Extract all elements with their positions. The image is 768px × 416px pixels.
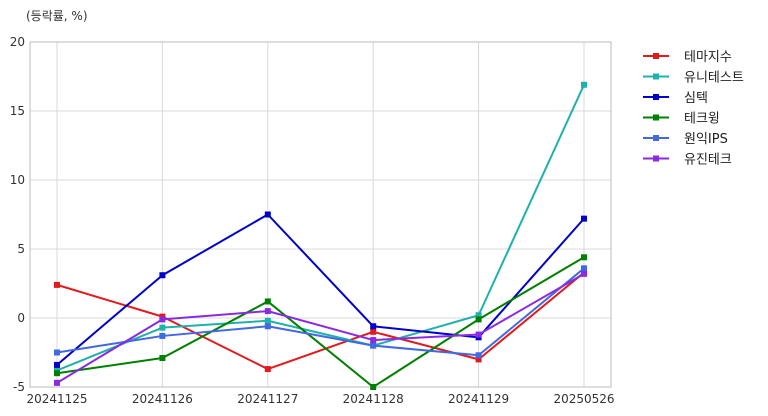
x-tick-label: 20241126 — [132, 392, 193, 406]
legend-label: 심텍 — [684, 91, 708, 106]
y-tick-label: 10 — [10, 173, 25, 187]
data-point — [475, 356, 482, 363]
data-point — [581, 81, 587, 88]
data-point — [264, 298, 271, 305]
x-tick-label: 20241125 — [26, 392, 87, 406]
data-point — [475, 331, 482, 338]
legend-item: 심텍 — [643, 91, 708, 106]
legend-label: 유진테크 — [684, 153, 732, 168]
x-axis: 20241125 20241126 20241127 20241128 20241129… — [26, 392, 614, 406]
legend-label: 유니테스트 — [684, 71, 744, 86]
data-point — [54, 379, 60, 386]
data-point — [475, 312, 482, 319]
series-6 — [54, 270, 587, 386]
data-point — [475, 352, 482, 359]
y-axis: -5 0 5 10 15 20 — [10, 35, 25, 394]
data-point — [159, 355, 166, 362]
y-tick-label: -5 — [13, 380, 25, 394]
legend-swatch-marker — [653, 114, 659, 121]
data-point — [370, 384, 377, 390]
series-4 — [54, 254, 587, 390]
data-point — [264, 211, 271, 218]
data-point — [475, 316, 482, 323]
data-point — [159, 316, 166, 323]
unit-label: (등락률, %) — [26, 9, 88, 23]
legend-label: 테마지수 — [684, 50, 732, 65]
series-line — [56, 256, 585, 388]
data-point — [264, 366, 271, 373]
series-5 — [54, 265, 587, 359]
legend-label: 테크윙 — [684, 111, 720, 127]
legend-item: 원익IPS — [643, 132, 728, 147]
data-point — [159, 324, 166, 331]
data-point — [54, 370, 60, 377]
plot-frame — [29, 41, 612, 388]
series-line — [56, 213, 585, 366]
series-line — [56, 84, 585, 372]
legend-swatch-marker — [653, 135, 659, 141]
data-point — [54, 349, 60, 356]
data-point — [370, 342, 377, 349]
legend-swatch-marker — [653, 53, 659, 59]
legend-item: 유니테스트 — [643, 71, 744, 86]
y-tick-label: 5 — [17, 242, 25, 256]
data-point — [264, 308, 271, 315]
legend-swatch-marker — [653, 94, 659, 100]
data-point — [581, 215, 587, 222]
series-line — [56, 271, 585, 371]
data-point — [264, 323, 271, 330]
data-point — [159, 272, 166, 279]
data-point — [581, 254, 587, 261]
data-point — [159, 332, 166, 339]
data-point — [264, 317, 271, 324]
legend-item: 테크윙 — [643, 111, 720, 127]
legend-item: 유진테크 — [643, 153, 732, 168]
data-point — [370, 337, 377, 344]
legend-item: 테마지수 — [643, 50, 732, 65]
y-tick-label: 20 — [10, 35, 25, 49]
legend-swatch-marker — [653, 155, 659, 162]
x-tick-label: 20250526 — [553, 392, 614, 406]
data-point — [370, 328, 377, 335]
x-tick-label: 20241129 — [448, 392, 509, 406]
legend-label: 원익IPS — [684, 132, 728, 147]
legend-swatch-marker — [653, 73, 659, 80]
y-tick-label: 0 — [17, 311, 25, 325]
data-point — [370, 323, 377, 330]
series-2 — [54, 81, 587, 374]
x-tick-label: 20241127 — [237, 392, 298, 406]
series-line — [56, 267, 585, 357]
data-point — [54, 361, 60, 368]
x-tick-label: 20241128 — [343, 392, 404, 406]
series-1 — [54, 269, 587, 373]
series-lines — [54, 81, 587, 390]
series-line — [56, 272, 585, 384]
data-point — [54, 281, 60, 288]
data-point — [581, 270, 587, 277]
y-tick-label: 15 — [10, 104, 25, 118]
data-point — [581, 265, 587, 272]
